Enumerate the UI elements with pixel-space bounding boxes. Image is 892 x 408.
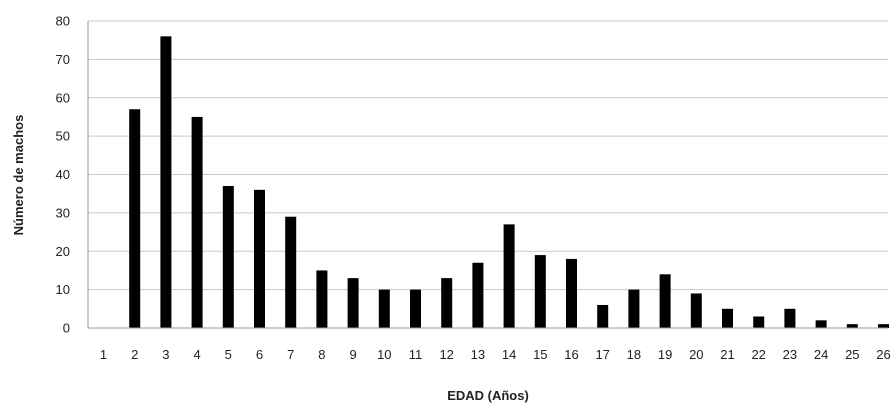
y-tick-labels: 0 10 20 30 40 50 60 70 80 [56,14,70,336]
x-tick-label: 5 [225,347,232,362]
bar-11 [410,289,421,328]
bar-3 [160,36,172,328]
x-tick-label: 3 [162,347,169,362]
bar-16 [566,258,577,328]
bar-7 [285,216,297,328]
bar-22 [753,316,765,328]
y-tick-label: 50 [56,129,70,144]
bar-8 [316,270,328,328]
x-tick-label: 8 [318,347,325,362]
y-tick-label: 10 [56,282,70,297]
x-tick-label: 24 [814,347,828,362]
bar-13 [472,262,484,328]
bar-21 [722,308,733,328]
bar-2 [129,109,141,328]
bar-9 [347,278,359,328]
bar-24 [815,320,827,328]
bar-12 [441,278,453,328]
x-tick-label: 21 [720,347,734,362]
gridlines [88,20,888,291]
y-tick-label: 70 [56,52,70,67]
x-tick-label: 16 [564,347,578,362]
y-tick-label: 40 [56,167,70,182]
x-tick-label: 22 [751,347,765,362]
bar-15 [534,255,546,328]
bar-23 [784,308,796,328]
x-tick-label: 6 [256,347,263,362]
bar-4 [191,116,203,328]
bar-18 [628,289,640,328]
x-tick-label: 12 [439,347,453,362]
y-tick-label: 0 [63,321,70,336]
x-tick-label: 17 [595,347,609,362]
y-tick-label: 20 [56,244,70,259]
x-tick-label: 10 [377,347,391,362]
x-tick-label: 7 [287,347,294,362]
bar-17 [597,304,609,328]
y-tick-label: 60 [56,90,70,105]
y-tick-label: 30 [56,205,70,220]
x-tick-label: 4 [193,347,200,362]
bar-26 [878,324,889,328]
y-axis-title: Número de machos [11,115,26,236]
bar-25 [846,324,858,328]
x-tick-label: 13 [471,347,485,362]
x-axis-title: EDAD (Años) [447,388,529,403]
bar-6 [254,189,265,328]
bar-19 [659,274,671,328]
x-tick-label: 19 [658,347,672,362]
x-tick-label: 20 [689,347,703,362]
x-tick-label: 2 [131,347,138,362]
x-tick-label: 25 [845,347,859,362]
x-tick-labels: 1 2 3 4 5 6 7 8 9 10 11 12 13 14 15 16 17 18 19 20 21 22 23 24 2… [100,347,891,362]
x-tick-label: 14 [502,347,516,362]
bar-14 [503,224,515,328]
bar-20 [690,293,702,328]
x-tick-label: 15 [533,347,547,362]
bar-10 [378,289,390,328]
x-tick-label: 11 [409,347,423,362]
x-tick-label: 18 [627,347,641,362]
bars [129,36,889,328]
y-tick-label: 80 [56,14,70,29]
x-tick-label: 26 [876,347,890,362]
x-tick-label: 23 [783,347,797,362]
x-tick-label: 9 [349,347,356,362]
axes [87,21,888,329]
x-tick-label: 1 [100,347,107,362]
bar-5 [222,186,234,328]
